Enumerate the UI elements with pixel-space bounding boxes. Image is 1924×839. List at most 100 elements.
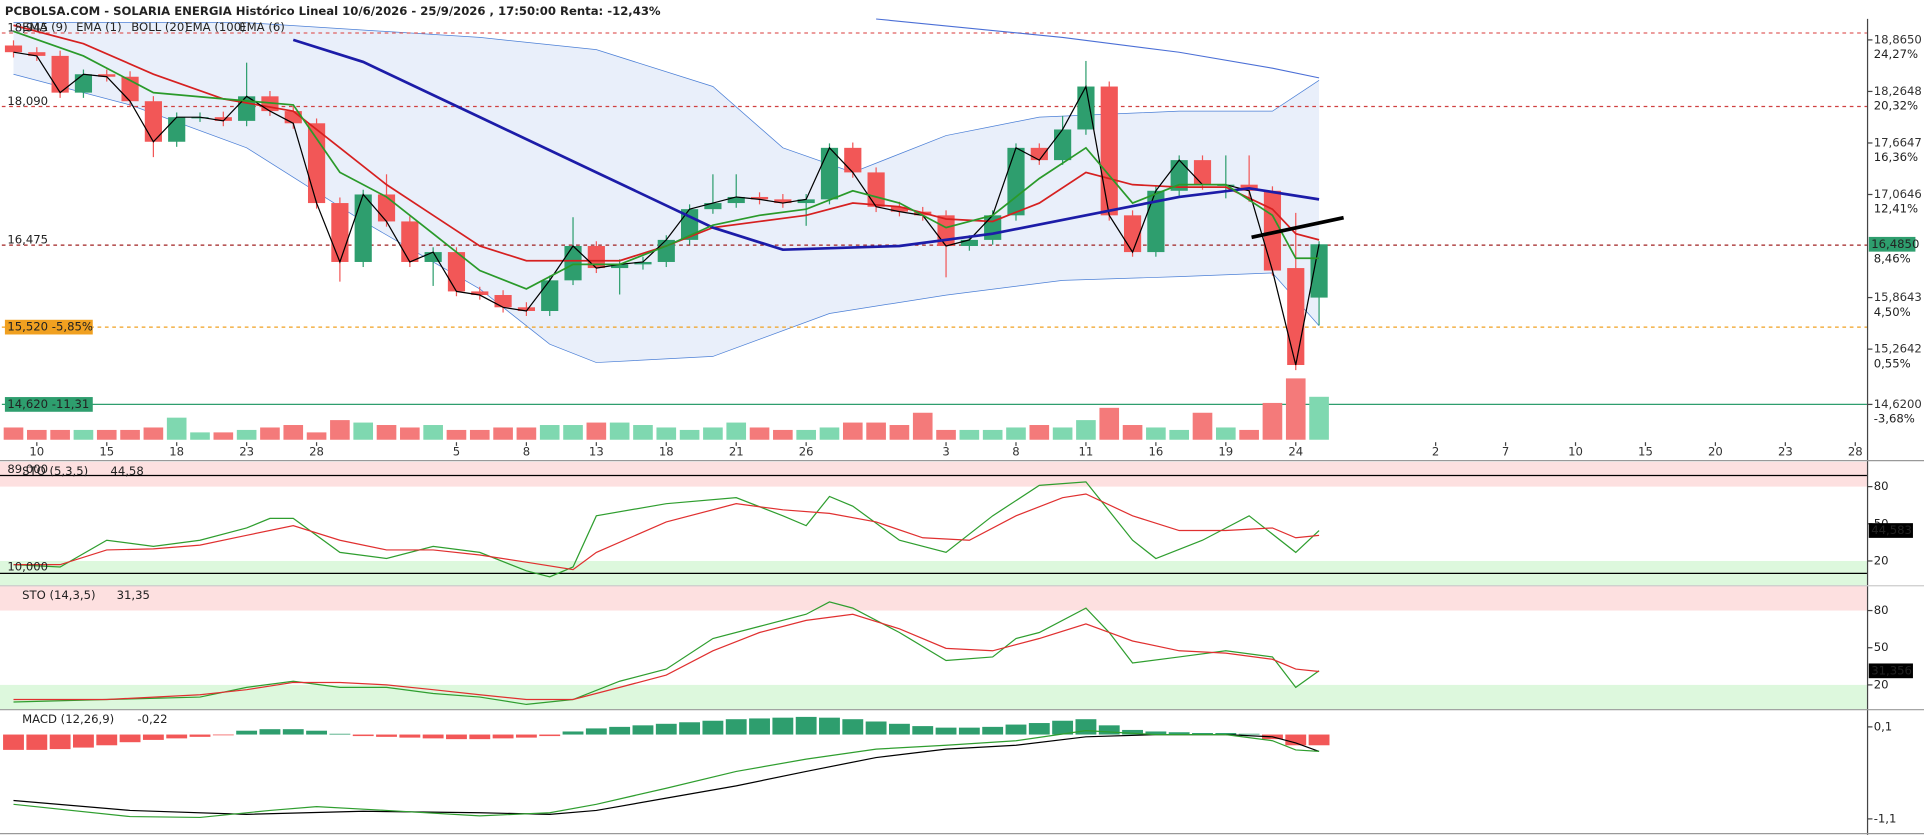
chart-title: PCBOLSA.COM - SOLARIA ENERGIA Histórico … bbox=[5, 4, 661, 18]
oscillator-line bbox=[13, 613, 1320, 701]
histogram-bar bbox=[982, 726, 1004, 735]
histogram-bar bbox=[352, 734, 374, 737]
x-tick-label: 16 bbox=[1148, 445, 1163, 459]
candle-body bbox=[331, 203, 349, 262]
panel-title: STO (5,3,5) bbox=[22, 464, 88, 478]
candle-body bbox=[704, 203, 722, 210]
volume-bar bbox=[912, 412, 933, 440]
volume-bar bbox=[609, 422, 630, 440]
x-tick-label: 23 bbox=[1778, 445, 1793, 459]
volume-bar bbox=[353, 422, 374, 440]
volume-bar bbox=[1006, 427, 1026, 440]
x-tick-label: 11 bbox=[1079, 445, 1094, 459]
last-price-box bbox=[1868, 236, 1916, 252]
volume-bar bbox=[400, 427, 420, 440]
volume-bar bbox=[493, 427, 513, 440]
zone-band bbox=[0, 684, 1867, 710]
histogram-bar bbox=[212, 734, 234, 736]
marker-label: 89,000 bbox=[7, 462, 48, 476]
histogram-bar bbox=[1052, 720, 1074, 735]
candle-body bbox=[1077, 86, 1095, 130]
x-tick-label: 8 bbox=[1012, 445, 1019, 459]
volume-bar bbox=[26, 429, 47, 440]
histogram-bar bbox=[399, 734, 421, 738]
histogram-bar bbox=[119, 734, 141, 743]
x-tick-label: 18 bbox=[659, 445, 674, 459]
candle-body bbox=[214, 117, 232, 121]
level-label-box bbox=[4, 397, 93, 412]
candle-body bbox=[471, 291, 489, 296]
volume-bar bbox=[679, 429, 700, 440]
marker-label: 10,000 bbox=[7, 560, 48, 574]
candle-body bbox=[727, 196, 745, 204]
y-tick-sub-label: 4,50% bbox=[1874, 305, 1911, 319]
volume-bar bbox=[50, 429, 70, 440]
histogram-bar bbox=[888, 723, 910, 735]
panel-title: STO (14,3,5) bbox=[22, 588, 95, 602]
level-label: 14,620 -11,31 bbox=[7, 397, 89, 411]
x-tick-label: 26 bbox=[799, 445, 814, 459]
volume-bar bbox=[633, 425, 653, 440]
histogram-bar bbox=[912, 726, 934, 735]
volume-bar bbox=[423, 425, 443, 440]
histogram-bar bbox=[306, 730, 328, 735]
volume-bar bbox=[213, 432, 234, 440]
y-tick-label: 15,8643 bbox=[1874, 290, 1922, 304]
histogram-bar bbox=[1145, 731, 1167, 735]
x-tick-label: 19 bbox=[1218, 445, 1233, 459]
last-value-label: 44,583 bbox=[1871, 523, 1912, 537]
histogram-bar bbox=[958, 727, 980, 735]
volume-bar bbox=[796, 429, 816, 440]
y-tick-label: 20 bbox=[1874, 553, 1889, 567]
last-value-box bbox=[1868, 523, 1913, 538]
volume-bar bbox=[959, 429, 980, 440]
candle-body bbox=[960, 239, 978, 246]
y-tick-sub-label: 24,27% bbox=[1874, 47, 1918, 61]
candle-body bbox=[867, 172, 885, 207]
x-tick-label: 15 bbox=[99, 445, 114, 459]
y-tick-label: 18,2648 bbox=[1874, 84, 1922, 98]
histogram-bar bbox=[329, 733, 351, 735]
histogram-bar bbox=[282, 729, 304, 735]
candle-body bbox=[1123, 215, 1142, 253]
volume-bar bbox=[1262, 402, 1283, 440]
y-tick-label: 0,1 bbox=[1874, 719, 1893, 733]
y-tick-label: -1,1 bbox=[1874, 811, 1897, 825]
panel-value: -0,22 bbox=[137, 712, 167, 726]
candle-body bbox=[1007, 147, 1025, 216]
oscillator-line bbox=[13, 481, 1320, 578]
volume-bar bbox=[749, 427, 770, 440]
bollinger-band bbox=[13, 22, 1320, 363]
histogram-bar bbox=[1168, 732, 1190, 735]
volume-bar bbox=[889, 425, 910, 440]
histogram-bar bbox=[795, 716, 817, 735]
histogram-bar bbox=[49, 734, 71, 750]
volume-bar bbox=[283, 425, 304, 440]
volume-bar bbox=[1239, 429, 1259, 440]
oscillator-line bbox=[13, 493, 1320, 571]
candle-body bbox=[377, 194, 396, 222]
histogram-bar bbox=[865, 721, 887, 735]
histogram-bar bbox=[515, 734, 537, 738]
last-price-label: 16,4850 bbox=[1871, 237, 1919, 251]
volume-bar bbox=[96, 429, 117, 440]
candle-body bbox=[517, 307, 535, 311]
histogram-bar bbox=[539, 734, 561, 737]
histogram-bar bbox=[819, 717, 840, 735]
histogram-bar bbox=[166, 734, 188, 739]
candle-body bbox=[1054, 129, 1072, 161]
histogram-bar bbox=[422, 734, 444, 739]
candle-body bbox=[797, 199, 815, 204]
close-line bbox=[13, 51, 1320, 366]
x-tick-label: 23 bbox=[239, 445, 254, 459]
histogram-bar bbox=[842, 719, 864, 735]
candle-body bbox=[28, 52, 46, 56]
histogram-bar bbox=[236, 730, 258, 735]
histogram-bar bbox=[1238, 733, 1260, 735]
candle-body bbox=[144, 101, 162, 142]
histogram-bar bbox=[609, 726, 631, 735]
volume-bar bbox=[516, 427, 537, 440]
volume-bar bbox=[3, 427, 24, 440]
volume-bar bbox=[866, 422, 886, 440]
zone-band bbox=[0, 585, 1867, 611]
